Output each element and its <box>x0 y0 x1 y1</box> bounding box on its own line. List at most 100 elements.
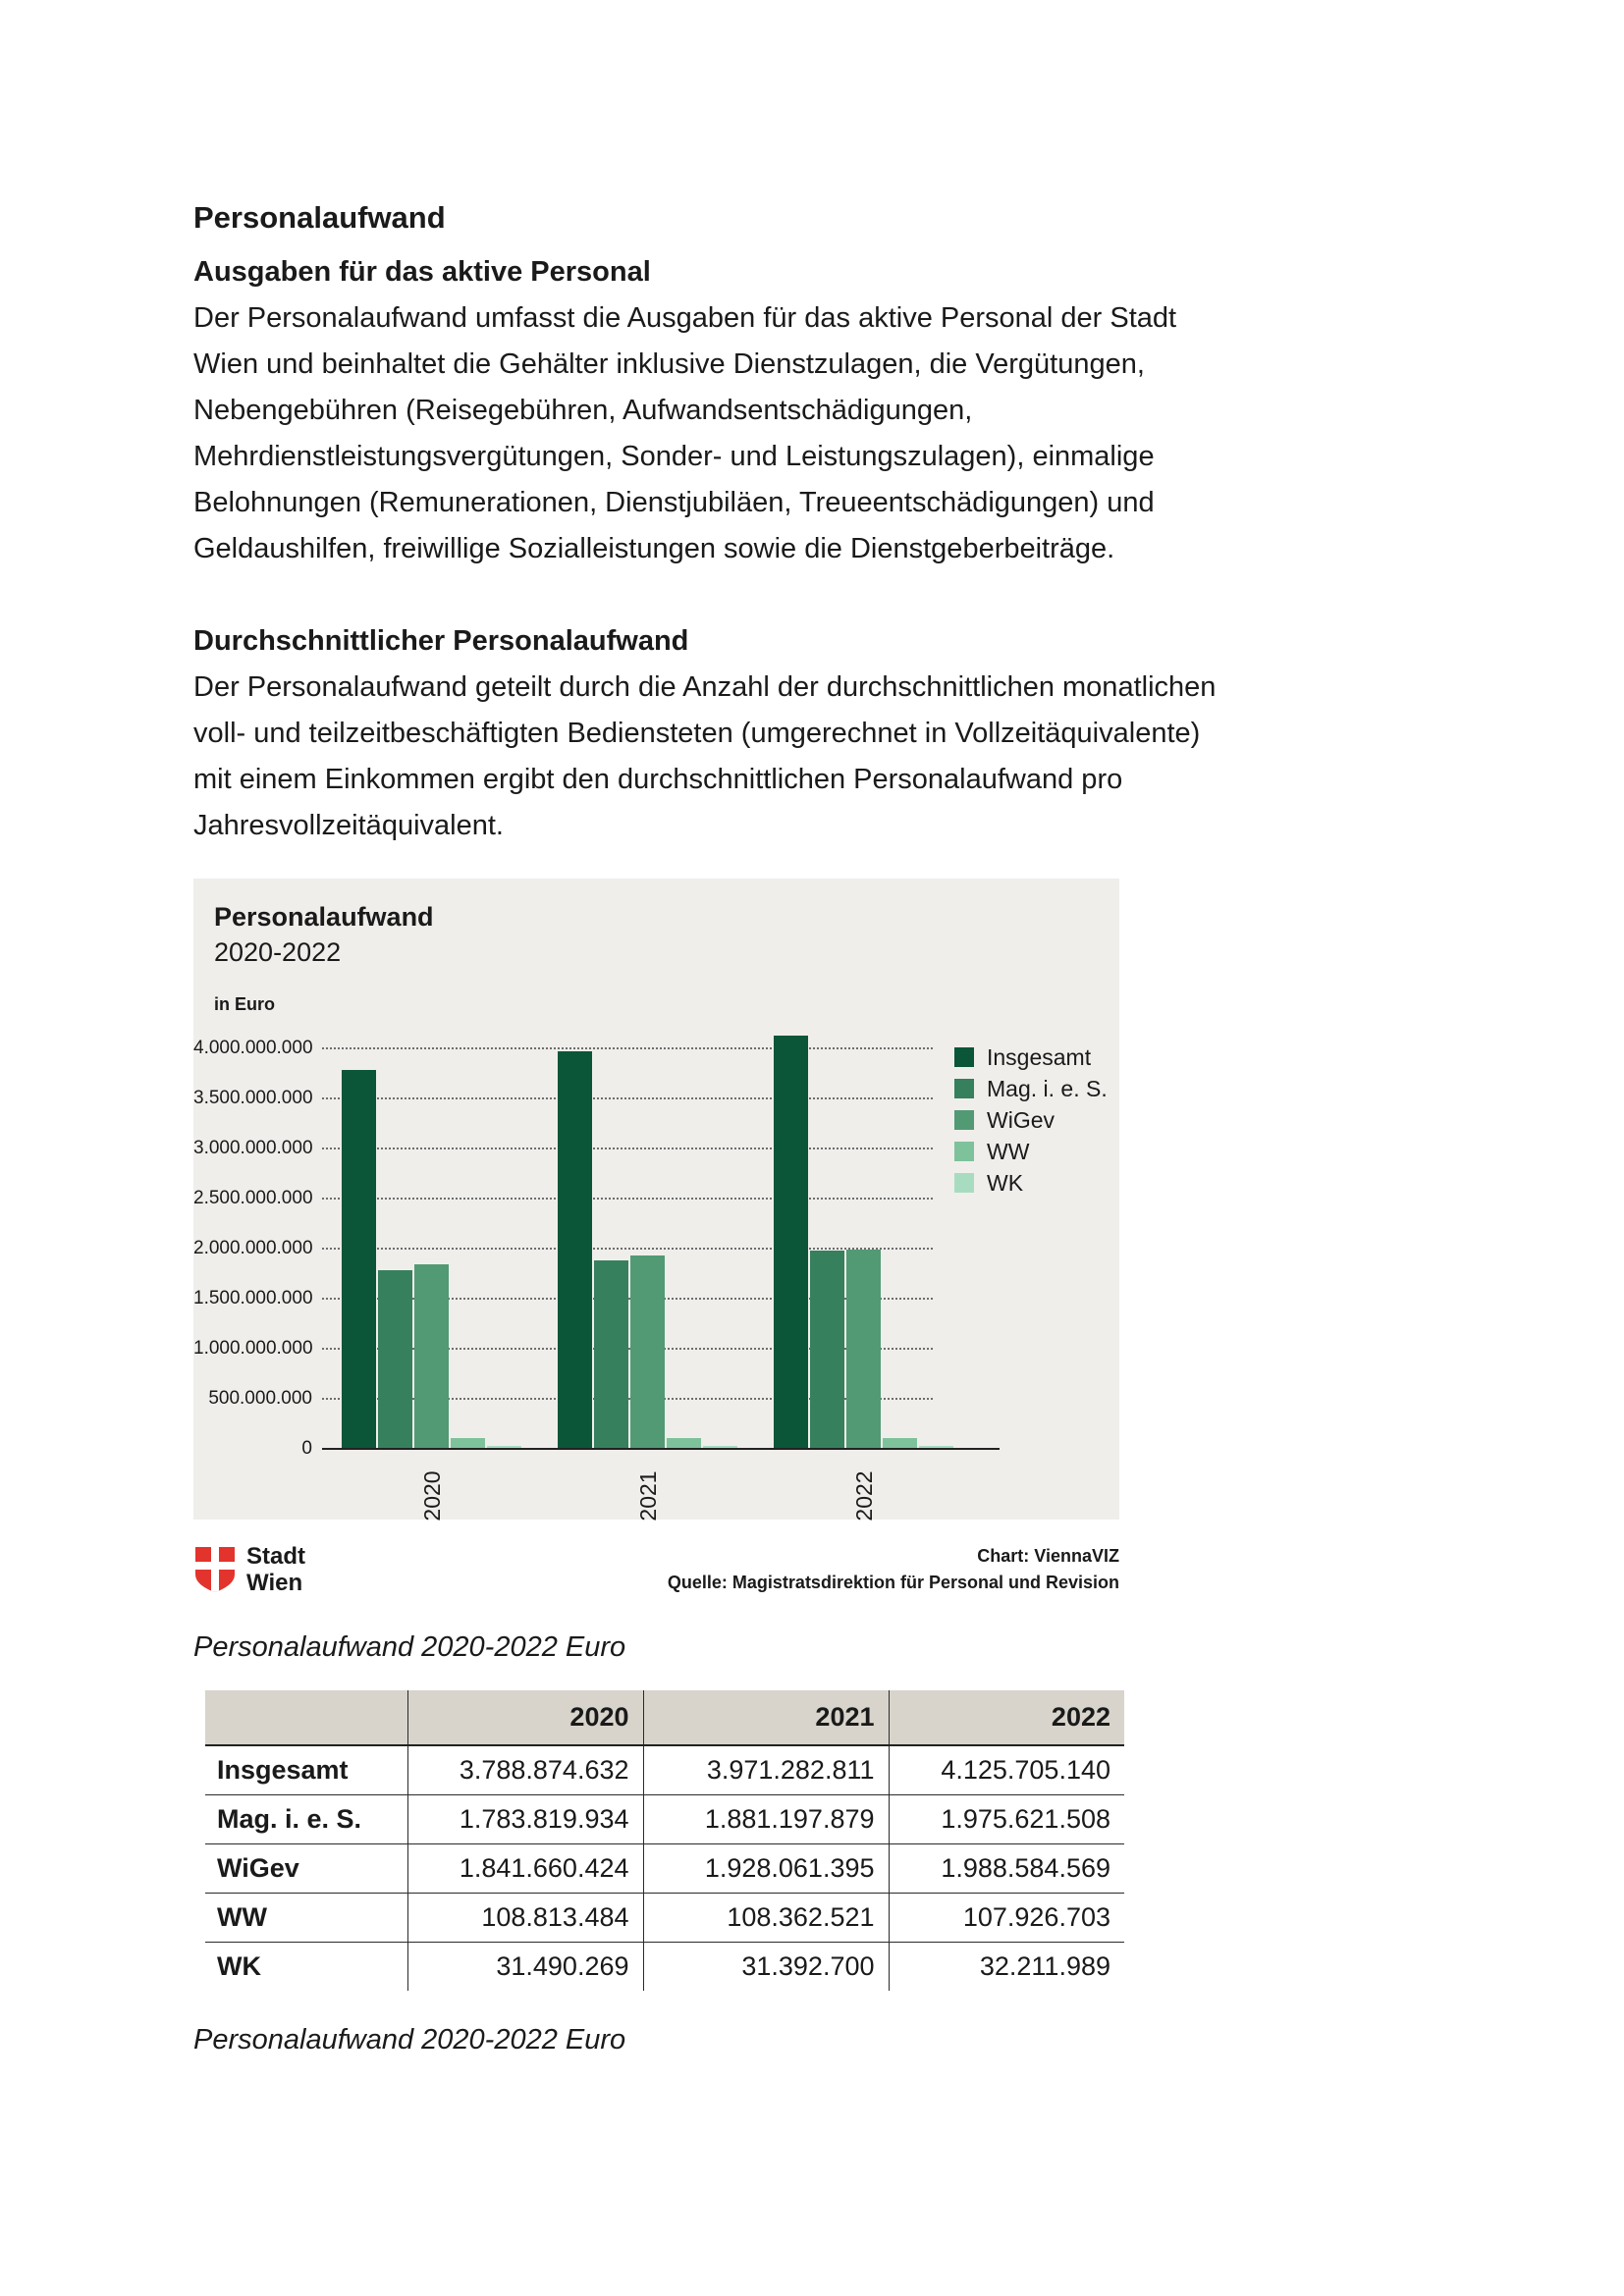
y-axis-tick-label: 3.500.000.000 <box>193 1088 313 1108</box>
table-cell: 108.362.521 <box>642 1892 889 1942</box>
chart-subtitle: 2020-2022 <box>214 937 342 967</box>
y-axis-tick-label: 4.000.000.000 <box>193 1038 313 1058</box>
wien-shield-icon <box>195 1547 235 1592</box>
table-cell: 1.783.819.934 <box>406 1793 643 1843</box>
x-axis-label-2022: 2022 <box>850 1470 877 1522</box>
table-cell: 107.926.703 <box>888 1892 1124 1942</box>
legend-label: WW <box>987 1138 1030 1164</box>
legend-swatch-icon <box>954 1142 974 1161</box>
stadt-wien-logo: Stadt Wien <box>193 1543 305 1596</box>
legend-item: Mag. i. e. S. <box>954 1073 1108 1104</box>
row-label: Insgesamt <box>217 1754 349 1785</box>
table-row: WiGev 1.841.660.424 1.928.061.395 1.988.584… <box>205 1842 1124 1893</box>
column-header-2020: 2020 <box>406 1690 643 1746</box>
x-axis-label-2021: 2021 <box>634 1470 661 1522</box>
bar-2020-ww <box>451 1438 485 1449</box>
logo-text-line1: Stadt <box>246 1543 305 1570</box>
chart-unit-label: in Euro <box>214 994 275 1014</box>
y-axis-tick-label: 1.000.000.000 <box>193 1338 313 1359</box>
table-cell: 31.392.700 <box>642 1941 889 1991</box>
table-cell: 31.490.269 <box>406 1941 643 1991</box>
paragraph-aktives-personal: Der Personalaufwand umfasst die Ausgaben… <box>193 302 1177 564</box>
chart-credits: Chart: ViennaVIZ Quelle: Magistratsdirek… <box>668 1543 1119 1596</box>
table-caption-top: Personalaufwand 2020-2022 Euro <box>193 1631 626 1663</box>
table-cell: 1.881.197.879 <box>642 1793 889 1843</box>
legend-item: WW <box>954 1136 1108 1167</box>
bar-2020-magies <box>378 1270 412 1449</box>
page-content: Personalaufwand Ausgaben für das aktive … <box>193 0 1460 2059</box>
legend-item: WK <box>954 1167 1108 1199</box>
bar-2021-insgesamt <box>558 1051 592 1449</box>
table-cell: 4.125.705.140 <box>888 1745 1124 1794</box>
gridline <box>322 1148 933 1149</box>
x-axis-label-2020: 2020 <box>418 1470 445 1522</box>
y-axis-tick-label: 1.500.000.000 <box>193 1288 313 1308</box>
legend-label: Insgesamt <box>987 1043 1092 1070</box>
y-axis-tick-label: 0 <box>301 1438 312 1459</box>
table-cell: 3.971.282.811 <box>642 1745 889 1794</box>
section-heading-durchschnittlich: Durchschnittlicher Personalaufwand <box>193 625 689 657</box>
row-label: Mag. i. e. S. <box>205 1793 407 1843</box>
legend-swatch-icon <box>954 1079 974 1098</box>
bar-2020-wigev <box>414 1264 449 1449</box>
gridline <box>322 1097 933 1099</box>
chart-card: Personalaufwand 2020-2022 in Euro 4.000.… <box>193 879 1119 1522</box>
y-axis-tick-label: 3.000.000.000 <box>193 1138 313 1158</box>
legend-swatch-icon <box>954 1173 974 1193</box>
legend-label: WK <box>987 1169 1024 1196</box>
data-table: 2020 2021 2022 Insgesamt 3.788.874.632 3.971… <box>205 1690 1124 1991</box>
column-header-empty <box>205 1690 407 1746</box>
row-label: WW <box>205 1892 407 1942</box>
chart-legend: Insgesamt Mag. i. e. S. WiGev WW WK <box>954 1041 1108 1199</box>
chart-title: Personalaufwand <box>214 902 434 932</box>
legend-item: WiGev <box>954 1104 1108 1136</box>
x-axis-line <box>322 1448 1000 1450</box>
table-cell: 1.975.621.508 <box>888 1793 1124 1843</box>
table-caption-bottom: Personalaufwand 2020-2022 Euro <box>193 2024 626 2056</box>
bar-2022-ww <box>883 1438 917 1449</box>
table-row: WK 31.490.269 31.392.700 32.211.989 <box>205 1941 1124 1991</box>
table-row: WW 108.813.484 108.362.521 107.926.703 <box>205 1892 1124 1942</box>
table-cell: 1.841.660.424 <box>406 1842 643 1893</box>
table-head: 2020 2021 2022 <box>205 1690 1124 1746</box>
column-header-2022: 2022 <box>888 1690 1124 1746</box>
logo-text-line2: Wien <box>246 1570 303 1596</box>
bar-2020-insgesamt <box>342 1070 376 1449</box>
bar-2020-wk <box>487 1446 521 1449</box>
y-axis-tick-label: 2.500.000.000 <box>193 1188 313 1208</box>
legend-label: WiGev <box>987 1106 1055 1133</box>
legend-swatch-icon <box>954 1110 974 1130</box>
legend-swatch-icon <box>954 1047 974 1067</box>
bar-2022-wigev <box>846 1250 881 1449</box>
chart-footer: Stadt Wien Chart: ViennaVIZ Quelle: Magi… <box>193 1529 1119 1610</box>
table-cell: 1.988.584.569 <box>888 1842 1124 1893</box>
gridline <box>322 1198 933 1200</box>
bar-2021-wk <box>703 1446 737 1449</box>
bar-2021-magies <box>594 1260 628 1449</box>
paragraph-durchschnittlich: Der Personalaufwand geteilt durch die An… <box>193 671 1217 841</box>
y-axis-tick-label: 500.000.000 <box>208 1388 312 1409</box>
logo-text: Stadt Wien <box>246 1543 305 1596</box>
section-heading-aktives-personal: Ausgaben für das aktive Personal <box>193 256 651 288</box>
bar-2021-ww <box>667 1438 701 1449</box>
y-axis-tick-label: 2.000.000.000 <box>193 1238 313 1258</box>
chart-source-line: Quelle: Magistratsdirektion für Personal… <box>667 1573 1119 1592</box>
table-row: Insgesamt 3.788.874.632 3.971.282.811 4.125… <box>205 1745 1124 1794</box>
bar-2022-magies <box>810 1251 844 1449</box>
legend-item: Insgesamt <box>954 1041 1108 1073</box>
gridline <box>322 1047 933 1049</box>
page-title: Personalaufwand <box>193 200 446 235</box>
table-cell: 32.211.989 <box>888 1941 1124 1991</box>
bar-2021-wigev <box>630 1255 665 1449</box>
bar-2022-wk <box>919 1446 953 1449</box>
chart-credit-line: Chart: ViennaVIZ <box>977 1546 1119 1566</box>
table-cell: 3.788.874.632 <box>406 1745 643 1794</box>
table-cell: 1.928.061.395 <box>642 1842 889 1893</box>
row-label: WK <box>205 1941 407 1991</box>
row-label: WiGev <box>205 1842 407 1893</box>
legend-label: Mag. i. e. S. <box>987 1075 1108 1101</box>
column-header-2021: 2021 <box>642 1690 889 1746</box>
gridline <box>322 1248 933 1250</box>
table-row: Mag. i. e. S. 1.783.819.934 1.881.197.879 1… <box>205 1793 1124 1843</box>
table-cell: 108.813.484 <box>406 1892 643 1942</box>
